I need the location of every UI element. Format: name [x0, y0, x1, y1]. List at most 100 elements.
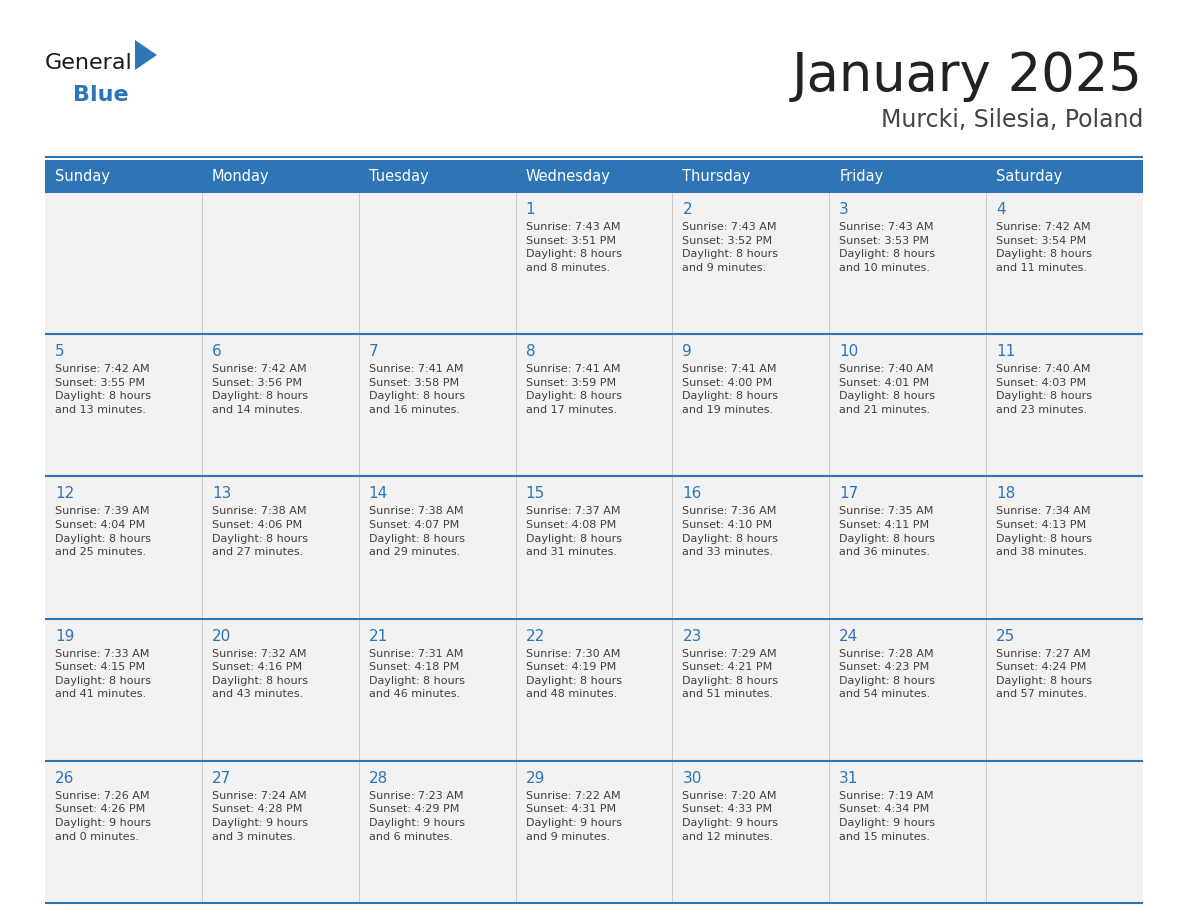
Bar — [516, 334, 672, 476]
Text: Sunrise: 7:23 AM
Sunset: 4:29 PM
Daylight: 9 hours
and 6 minutes.: Sunrise: 7:23 AM Sunset: 4:29 PM Dayligh… — [368, 790, 465, 842]
Text: Sunrise: 7:30 AM
Sunset: 4:19 PM
Daylight: 8 hours
and 48 minutes.: Sunrise: 7:30 AM Sunset: 4:19 PM Dayligh… — [525, 649, 621, 700]
Text: 13: 13 — [211, 487, 232, 501]
Text: Wednesday: Wednesday — [525, 169, 611, 184]
Text: Sunrise: 7:41 AM
Sunset: 3:58 PM
Daylight: 8 hours
and 16 minutes.: Sunrise: 7:41 AM Sunset: 3:58 PM Dayligh… — [368, 364, 465, 415]
Text: 26: 26 — [55, 771, 75, 786]
Bar — [986, 334, 1143, 476]
Bar — [359, 619, 516, 761]
Text: Sunrise: 7:28 AM
Sunset: 4:23 PM
Daylight: 8 hours
and 54 minutes.: Sunrise: 7:28 AM Sunset: 4:23 PM Dayligh… — [839, 649, 935, 700]
Text: Murcki, Silesia, Poland: Murcki, Silesia, Poland — [880, 108, 1143, 132]
Text: Sunrise: 7:19 AM
Sunset: 4:34 PM
Daylight: 9 hours
and 15 minutes.: Sunrise: 7:19 AM Sunset: 4:34 PM Dayligh… — [839, 790, 935, 842]
Text: Sunrise: 7:26 AM
Sunset: 4:26 PM
Daylight: 9 hours
and 0 minutes.: Sunrise: 7:26 AM Sunset: 4:26 PM Dayligh… — [55, 790, 151, 842]
Bar — [359, 192, 516, 334]
Text: 18: 18 — [997, 487, 1016, 501]
Bar — [986, 192, 1143, 334]
Text: Sunrise: 7:36 AM
Sunset: 4:10 PM
Daylight: 8 hours
and 33 minutes.: Sunrise: 7:36 AM Sunset: 4:10 PM Dayligh… — [682, 507, 778, 557]
Bar — [516, 619, 672, 761]
Text: Saturday: Saturday — [997, 169, 1062, 184]
Text: 20: 20 — [211, 629, 232, 644]
Text: Tuesday: Tuesday — [368, 169, 429, 184]
Text: 22: 22 — [525, 629, 545, 644]
Text: 21: 21 — [368, 629, 388, 644]
Text: 3: 3 — [839, 202, 849, 217]
Text: 12: 12 — [55, 487, 74, 501]
Bar — [45, 192, 202, 334]
Text: 24: 24 — [839, 629, 859, 644]
Text: 23: 23 — [682, 629, 702, 644]
Bar — [202, 160, 359, 192]
Text: Sunrise: 7:33 AM
Sunset: 4:15 PM
Daylight: 8 hours
and 41 minutes.: Sunrise: 7:33 AM Sunset: 4:15 PM Dayligh… — [55, 649, 151, 700]
Text: Friday: Friday — [839, 169, 884, 184]
Bar — [202, 192, 359, 334]
Text: 10: 10 — [839, 344, 859, 359]
Text: 2: 2 — [682, 202, 693, 217]
Polygon shape — [135, 40, 157, 70]
Text: Sunrise: 7:42 AM
Sunset: 3:55 PM
Daylight: 8 hours
and 13 minutes.: Sunrise: 7:42 AM Sunset: 3:55 PM Dayligh… — [55, 364, 151, 415]
Text: Sunrise: 7:34 AM
Sunset: 4:13 PM
Daylight: 8 hours
and 38 minutes.: Sunrise: 7:34 AM Sunset: 4:13 PM Dayligh… — [997, 507, 1092, 557]
Bar — [672, 761, 829, 903]
Text: 27: 27 — [211, 771, 232, 786]
Text: Sunrise: 7:38 AM
Sunset: 4:07 PM
Daylight: 8 hours
and 29 minutes.: Sunrise: 7:38 AM Sunset: 4:07 PM Dayligh… — [368, 507, 465, 557]
Bar — [829, 334, 986, 476]
Bar — [45, 619, 202, 761]
Text: Sunrise: 7:40 AM
Sunset: 4:01 PM
Daylight: 8 hours
and 21 minutes.: Sunrise: 7:40 AM Sunset: 4:01 PM Dayligh… — [839, 364, 935, 415]
Bar — [202, 334, 359, 476]
Bar — [45, 476, 202, 619]
Bar — [516, 192, 672, 334]
Text: Sunrise: 7:39 AM
Sunset: 4:04 PM
Daylight: 8 hours
and 25 minutes.: Sunrise: 7:39 AM Sunset: 4:04 PM Dayligh… — [55, 507, 151, 557]
Text: 11: 11 — [997, 344, 1016, 359]
Text: 6: 6 — [211, 344, 222, 359]
Bar — [45, 334, 202, 476]
Text: Sunrise: 7:37 AM
Sunset: 4:08 PM
Daylight: 8 hours
and 31 minutes.: Sunrise: 7:37 AM Sunset: 4:08 PM Dayligh… — [525, 507, 621, 557]
Text: 19: 19 — [55, 629, 75, 644]
Bar — [516, 761, 672, 903]
Text: 7: 7 — [368, 344, 378, 359]
Bar — [986, 761, 1143, 903]
Text: Sunrise: 7:43 AM
Sunset: 3:51 PM
Daylight: 8 hours
and 8 minutes.: Sunrise: 7:43 AM Sunset: 3:51 PM Dayligh… — [525, 222, 621, 273]
Bar — [516, 476, 672, 619]
Bar — [672, 160, 829, 192]
Text: 9: 9 — [682, 344, 693, 359]
Text: Sunrise: 7:41 AM
Sunset: 4:00 PM
Daylight: 8 hours
and 19 minutes.: Sunrise: 7:41 AM Sunset: 4:00 PM Dayligh… — [682, 364, 778, 415]
Text: Sunrise: 7:24 AM
Sunset: 4:28 PM
Daylight: 9 hours
and 3 minutes.: Sunrise: 7:24 AM Sunset: 4:28 PM Dayligh… — [211, 790, 308, 842]
Text: 31: 31 — [839, 771, 859, 786]
Text: Sunrise: 7:43 AM
Sunset: 3:52 PM
Daylight: 8 hours
and 9 minutes.: Sunrise: 7:43 AM Sunset: 3:52 PM Dayligh… — [682, 222, 778, 273]
Bar — [516, 160, 672, 192]
Bar — [359, 334, 516, 476]
Text: Monday: Monday — [211, 169, 270, 184]
Bar — [202, 761, 359, 903]
Text: Sunrise: 7:42 AM
Sunset: 3:54 PM
Daylight: 8 hours
and 11 minutes.: Sunrise: 7:42 AM Sunset: 3:54 PM Dayligh… — [997, 222, 1092, 273]
Bar — [672, 619, 829, 761]
Text: General: General — [45, 53, 133, 73]
Text: Sunrise: 7:38 AM
Sunset: 4:06 PM
Daylight: 8 hours
and 27 minutes.: Sunrise: 7:38 AM Sunset: 4:06 PM Dayligh… — [211, 507, 308, 557]
Bar — [359, 476, 516, 619]
Text: 8: 8 — [525, 344, 536, 359]
Bar — [986, 476, 1143, 619]
Text: Sunrise: 7:35 AM
Sunset: 4:11 PM
Daylight: 8 hours
and 36 minutes.: Sunrise: 7:35 AM Sunset: 4:11 PM Dayligh… — [839, 507, 935, 557]
Text: 5: 5 — [55, 344, 64, 359]
Bar — [672, 476, 829, 619]
Text: Sunrise: 7:41 AM
Sunset: 3:59 PM
Daylight: 8 hours
and 17 minutes.: Sunrise: 7:41 AM Sunset: 3:59 PM Dayligh… — [525, 364, 621, 415]
Text: 25: 25 — [997, 629, 1016, 644]
Text: Sunday: Sunday — [55, 169, 110, 184]
Bar — [829, 761, 986, 903]
Bar — [672, 192, 829, 334]
Text: 30: 30 — [682, 771, 702, 786]
Text: 29: 29 — [525, 771, 545, 786]
Text: Sunrise: 7:29 AM
Sunset: 4:21 PM
Daylight: 8 hours
and 51 minutes.: Sunrise: 7:29 AM Sunset: 4:21 PM Dayligh… — [682, 649, 778, 700]
Text: Sunrise: 7:40 AM
Sunset: 4:03 PM
Daylight: 8 hours
and 23 minutes.: Sunrise: 7:40 AM Sunset: 4:03 PM Dayligh… — [997, 364, 1092, 415]
Bar — [829, 619, 986, 761]
Text: 16: 16 — [682, 487, 702, 501]
Text: 28: 28 — [368, 771, 388, 786]
Bar — [359, 761, 516, 903]
Text: Sunrise: 7:31 AM
Sunset: 4:18 PM
Daylight: 8 hours
and 46 minutes.: Sunrise: 7:31 AM Sunset: 4:18 PM Dayligh… — [368, 649, 465, 700]
Bar — [829, 192, 986, 334]
Bar — [202, 476, 359, 619]
Bar — [45, 160, 202, 192]
Bar — [672, 334, 829, 476]
Text: 1: 1 — [525, 202, 536, 217]
Text: Sunrise: 7:43 AM
Sunset: 3:53 PM
Daylight: 8 hours
and 10 minutes.: Sunrise: 7:43 AM Sunset: 3:53 PM Dayligh… — [839, 222, 935, 273]
Text: 15: 15 — [525, 487, 545, 501]
Text: Sunrise: 7:22 AM
Sunset: 4:31 PM
Daylight: 9 hours
and 9 minutes.: Sunrise: 7:22 AM Sunset: 4:31 PM Dayligh… — [525, 790, 621, 842]
Bar — [829, 160, 986, 192]
